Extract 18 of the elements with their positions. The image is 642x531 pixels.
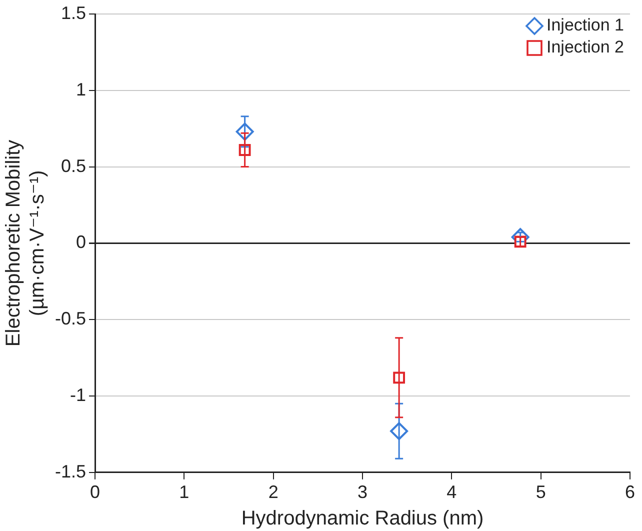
- x-tick-label: 2: [268, 482, 278, 502]
- y-tick-label: 1.5: [60, 2, 86, 23]
- x-axis-title: Hydrodynamic Radius (nm): [241, 508, 484, 530]
- y-tick-label: -1.5: [54, 461, 86, 482]
- y-tick-label: -0.5: [54, 308, 86, 329]
- y-axis-title: Electrophoretic Mobility (µm·cm·V⁻¹·s⁻¹): [2, 140, 49, 347]
- legend-label: Injection 2: [546, 38, 624, 57]
- x-tick-label: 6: [624, 482, 636, 502]
- y-tick-label: -1: [70, 384, 86, 405]
- x-tick-label: 1: [179, 482, 190, 502]
- x-tick-label: 3: [358, 482, 368, 502]
- x-tick-label: 0: [90, 482, 100, 502]
- y-tick-label: 1: [76, 79, 86, 100]
- x-tick-label: 4: [446, 482, 457, 502]
- y-tick-label: 0.5: [60, 156, 86, 176]
- x-tick-label: 5: [536, 482, 546, 502]
- y-tick-label: 0: [76, 232, 86, 252]
- legend-label: Injection 1: [546, 16, 624, 35]
